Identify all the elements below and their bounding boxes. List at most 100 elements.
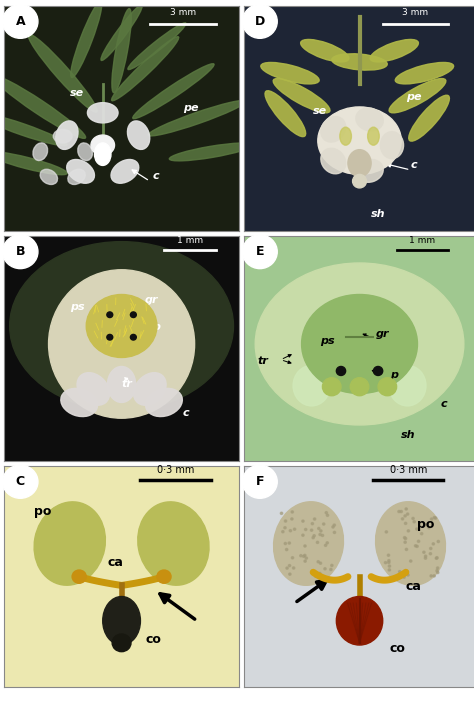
Ellipse shape (436, 570, 438, 572)
Ellipse shape (128, 23, 186, 70)
Ellipse shape (370, 39, 419, 62)
Ellipse shape (87, 103, 118, 123)
Ellipse shape (77, 373, 109, 405)
Ellipse shape (34, 502, 105, 585)
Text: c: c (183, 408, 190, 418)
Circle shape (243, 235, 277, 269)
Text: tr: tr (257, 356, 268, 366)
Ellipse shape (374, 366, 383, 376)
Ellipse shape (317, 560, 319, 563)
Text: ca: ca (108, 555, 123, 568)
Ellipse shape (305, 528, 307, 530)
Text: 3 mm: 3 mm (170, 8, 196, 16)
Ellipse shape (291, 518, 293, 520)
Ellipse shape (67, 160, 94, 183)
Ellipse shape (425, 524, 427, 526)
Ellipse shape (412, 518, 414, 520)
Ellipse shape (435, 517, 437, 519)
Ellipse shape (112, 634, 131, 652)
Ellipse shape (284, 527, 286, 529)
Ellipse shape (304, 560, 306, 563)
Ellipse shape (134, 373, 166, 405)
Ellipse shape (288, 542, 291, 544)
Text: 1 mm: 1 mm (177, 236, 203, 245)
Ellipse shape (416, 545, 418, 548)
Ellipse shape (91, 135, 115, 155)
Ellipse shape (430, 575, 432, 577)
Ellipse shape (265, 91, 306, 137)
Ellipse shape (301, 39, 349, 62)
Ellipse shape (381, 132, 403, 159)
Ellipse shape (332, 53, 387, 70)
Ellipse shape (319, 562, 322, 564)
Ellipse shape (322, 378, 341, 396)
Text: co: co (145, 633, 161, 646)
Ellipse shape (301, 294, 418, 394)
Ellipse shape (316, 541, 319, 543)
Ellipse shape (313, 518, 316, 520)
Text: F: F (255, 476, 264, 488)
Text: sh: sh (401, 431, 416, 441)
Text: 1 mm: 1 mm (409, 236, 435, 245)
Ellipse shape (320, 530, 322, 532)
Text: D: D (255, 15, 265, 28)
Ellipse shape (388, 561, 390, 563)
Circle shape (3, 235, 38, 269)
Ellipse shape (292, 557, 294, 559)
Ellipse shape (374, 339, 411, 379)
Text: 0·3 mm: 0·3 mm (157, 465, 194, 475)
Ellipse shape (273, 502, 344, 585)
Ellipse shape (285, 548, 288, 550)
Ellipse shape (68, 169, 85, 185)
Ellipse shape (404, 538, 407, 540)
Ellipse shape (403, 576, 405, 578)
Ellipse shape (337, 597, 383, 645)
Ellipse shape (413, 520, 415, 523)
Ellipse shape (322, 523, 325, 525)
Ellipse shape (418, 540, 419, 543)
Text: B: B (16, 245, 25, 258)
Ellipse shape (61, 389, 98, 416)
Ellipse shape (255, 263, 464, 425)
Ellipse shape (130, 312, 137, 317)
Ellipse shape (304, 554, 306, 557)
Ellipse shape (420, 533, 423, 535)
Ellipse shape (326, 542, 328, 544)
Ellipse shape (410, 560, 412, 562)
Ellipse shape (325, 512, 328, 514)
Ellipse shape (107, 334, 113, 340)
Ellipse shape (409, 96, 449, 141)
Text: sh: sh (117, 349, 131, 359)
Ellipse shape (437, 567, 439, 569)
Ellipse shape (403, 537, 406, 539)
Ellipse shape (319, 573, 321, 575)
Ellipse shape (375, 502, 446, 585)
Ellipse shape (94, 143, 111, 165)
Ellipse shape (302, 534, 304, 536)
Ellipse shape (405, 548, 408, 550)
Ellipse shape (315, 575, 317, 578)
Ellipse shape (293, 528, 296, 530)
Ellipse shape (107, 312, 113, 317)
Ellipse shape (423, 551, 425, 553)
Ellipse shape (437, 540, 439, 543)
Ellipse shape (146, 389, 182, 416)
Ellipse shape (333, 531, 336, 533)
Ellipse shape (311, 523, 313, 525)
Ellipse shape (148, 101, 246, 136)
Ellipse shape (324, 568, 326, 570)
Text: ca: ca (406, 580, 422, 593)
Ellipse shape (319, 533, 321, 535)
Ellipse shape (437, 571, 439, 574)
Ellipse shape (130, 334, 137, 340)
Ellipse shape (321, 534, 324, 536)
Ellipse shape (292, 567, 295, 569)
Text: c: c (410, 160, 417, 170)
Ellipse shape (169, 143, 253, 161)
Ellipse shape (404, 515, 406, 517)
Ellipse shape (48, 270, 195, 419)
Text: p: p (390, 370, 398, 380)
Ellipse shape (388, 560, 390, 562)
Text: co: co (390, 642, 406, 655)
Text: ps: ps (320, 336, 335, 346)
